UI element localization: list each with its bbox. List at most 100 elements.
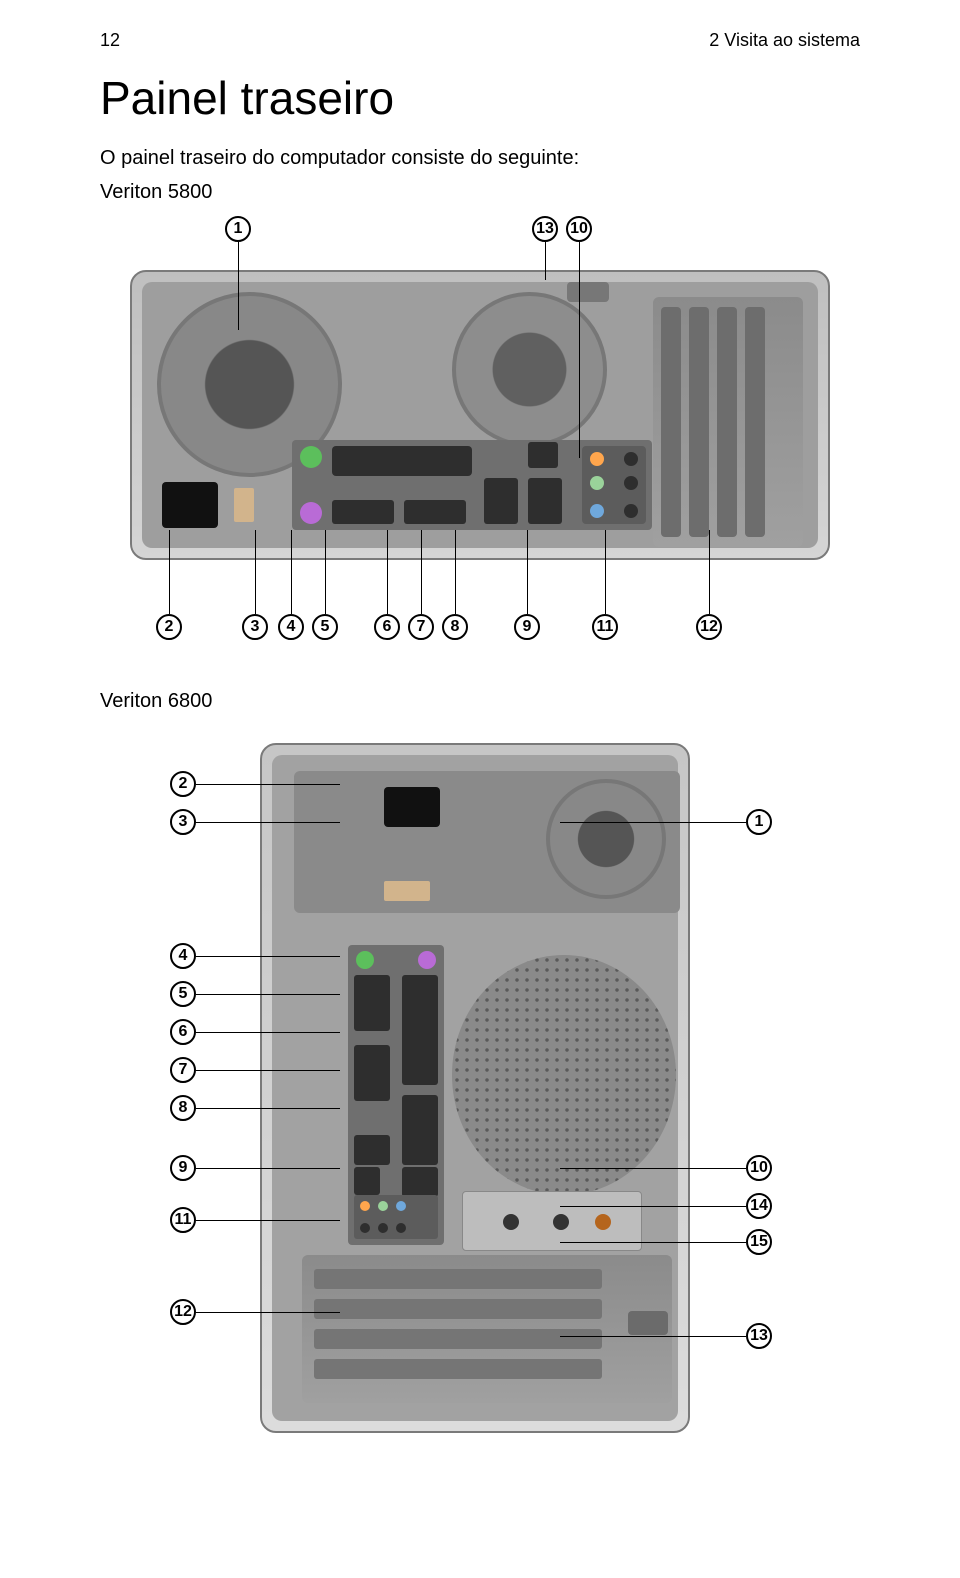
- leader-line: [196, 822, 340, 823]
- callout-13: 13: [746, 1323, 772, 1349]
- parallel-port-icon: [332, 446, 472, 476]
- callout-8: 8: [170, 1095, 196, 1121]
- callout-15: 15: [746, 1229, 772, 1255]
- callout-10: 10: [566, 216, 592, 242]
- usb-port-icon: [528, 478, 562, 524]
- audio-jack-icon: [624, 452, 638, 466]
- audio-jack-icon: [590, 476, 604, 490]
- model1-label: Veriton 5800: [100, 181, 860, 204]
- callout-5: 5: [170, 981, 196, 1007]
- leader-line: [605, 530, 606, 614]
- callout-10: 10: [746, 1155, 772, 1181]
- lan-port-icon: [528, 442, 558, 468]
- callout-6: 6: [374, 614, 400, 640]
- expansion-slot: [717, 307, 737, 537]
- power-inlet-icon: [162, 482, 218, 528]
- audio-jack-icon: [378, 1201, 388, 1211]
- callout-12: 12: [170, 1299, 196, 1325]
- leader-line: [560, 1242, 746, 1243]
- callout-5: 5: [312, 614, 338, 640]
- intro-text: O painel traseiro do computador consiste…: [100, 145, 860, 171]
- audio-jack-icon: [590, 452, 604, 466]
- leader-line: [196, 994, 340, 995]
- leader-line: [196, 1312, 340, 1313]
- spdif-jack-icon: [595, 1214, 611, 1230]
- power-inlet-icon: [384, 787, 440, 827]
- audio-jack-icon: [396, 1223, 406, 1233]
- audio-jack-icon: [624, 476, 638, 490]
- model2-label: Veriton 6800: [100, 690, 860, 713]
- leader-line: [579, 242, 580, 458]
- callout-11: 11: [170, 1207, 196, 1233]
- callout-2: 2: [156, 614, 182, 640]
- spdif-jack-icon: [553, 1214, 569, 1230]
- leader-line: [560, 1168, 746, 1169]
- expansion-slot-cover: [653, 297, 803, 547]
- page: 12 2 Visita ao sistema Painel traseiro O…: [0, 0, 960, 1489]
- callout-14: 14: [746, 1193, 772, 1219]
- leader-line: [196, 1032, 340, 1033]
- callout-8: 8: [442, 614, 468, 640]
- leader-line: [291, 530, 292, 614]
- audio-jack-icon: [360, 1223, 370, 1233]
- leader-line: [560, 1206, 746, 1207]
- voltage-switch-icon: [384, 881, 430, 901]
- page-title: Painel traseiro: [100, 71, 860, 125]
- leader-line: [196, 784, 340, 785]
- usb-port-icon: [484, 478, 518, 524]
- figure-veriton-5800: 11310234567891112: [100, 210, 860, 680]
- expansion-slot: [314, 1329, 602, 1349]
- leader-line: [709, 530, 710, 614]
- callout-3: 3: [170, 809, 196, 835]
- callout-13: 13: [532, 216, 558, 242]
- leader-line: [527, 530, 528, 614]
- psu-fan-icon: [546, 779, 666, 899]
- audio-panel: [354, 1195, 438, 1239]
- callout-7: 7: [170, 1057, 196, 1083]
- leader-line: [196, 1108, 340, 1109]
- serial-port-icon: [332, 500, 394, 524]
- ps2-keyboard-port-icon: [300, 502, 322, 524]
- callout-7: 7: [408, 614, 434, 640]
- vga-port-icon: [354, 1045, 390, 1101]
- leader-line: [196, 1070, 340, 1071]
- callout-11: 11: [592, 614, 618, 640]
- callout-4: 4: [170, 943, 196, 969]
- leader-line: [387, 530, 388, 614]
- expansion-slot: [689, 307, 709, 537]
- parallel-port-icon: [402, 1095, 438, 1165]
- leader-line: [196, 1168, 340, 1169]
- leader-line: [196, 956, 340, 957]
- spdif-jack-icon: [503, 1214, 519, 1230]
- callout-2: 2: [170, 771, 196, 797]
- callout-9: 9: [170, 1155, 196, 1181]
- audio-jack-icon: [590, 504, 604, 518]
- cpu-fan-icon: [452, 292, 607, 447]
- page-header: 12 2 Visita ao sistema: [100, 30, 860, 51]
- leader-line: [325, 530, 326, 614]
- ps2-mouse-port-icon: [356, 951, 374, 969]
- callout-1: 1: [746, 809, 772, 835]
- io-shield: [348, 945, 444, 1245]
- callout-9: 9: [514, 614, 540, 640]
- leader-line: [560, 822, 746, 823]
- vga-port-icon: [404, 500, 466, 524]
- audio-jack-icon: [378, 1223, 388, 1233]
- expansion-slot: [314, 1299, 602, 1319]
- leader-line: [196, 1220, 340, 1221]
- audio-jack-icon: [624, 504, 638, 518]
- expansion-slot: [661, 307, 681, 537]
- leader-line: [255, 530, 256, 614]
- usb-port-icon: [354, 1135, 390, 1165]
- chassis-clip: [628, 1311, 668, 1335]
- chassis-6800: [260, 743, 690, 1433]
- chassis-inner: [272, 755, 678, 1421]
- expansion-slot: [745, 307, 765, 537]
- usb-port-icon: [402, 1167, 438, 1197]
- callout-1: 1: [225, 216, 251, 242]
- ps2-keyboard-port-icon: [418, 951, 436, 969]
- psu: [294, 771, 680, 913]
- chassis-inner: [142, 282, 818, 548]
- leader-line: [238, 242, 239, 330]
- figure-veriton-6800: 234567891112110141513: [130, 719, 830, 1459]
